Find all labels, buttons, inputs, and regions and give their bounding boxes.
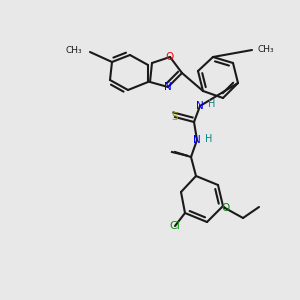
Text: N: N: [196, 101, 204, 111]
Text: N: N: [193, 135, 201, 145]
Text: O: O: [221, 203, 229, 213]
Text: N: N: [164, 82, 172, 92]
Text: H: H: [208, 100, 215, 110]
Text: H: H: [205, 134, 212, 143]
Text: O: O: [166, 52, 174, 62]
Text: CH₃: CH₃: [66, 46, 82, 55]
Text: S: S: [172, 112, 178, 122]
Text: CH₃: CH₃: [257, 46, 274, 55]
Text: Cl: Cl: [169, 221, 180, 231]
